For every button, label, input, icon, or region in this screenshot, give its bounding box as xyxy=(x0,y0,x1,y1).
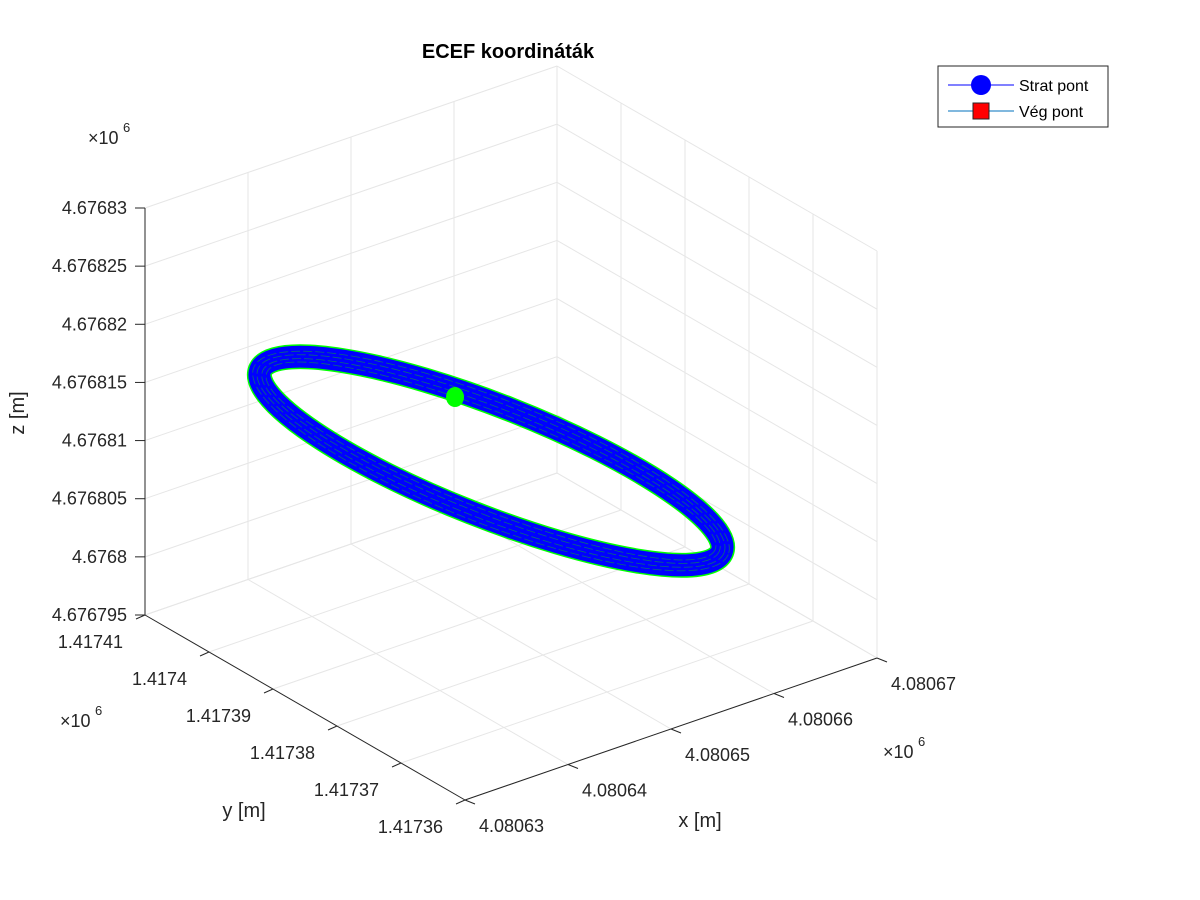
grid-line-y xyxy=(272,546,686,690)
y-tick-mark xyxy=(263,688,274,694)
grid-line-z xyxy=(556,239,878,426)
x-tick-label: 4.08065 xyxy=(685,745,750,765)
grid-line-z xyxy=(556,298,878,485)
trajectory-track xyxy=(265,361,717,561)
z-axis-label: z [m] xyxy=(7,391,29,434)
x-tick-mark xyxy=(567,764,579,769)
grid-lines xyxy=(144,65,878,801)
x-tick-mark xyxy=(464,799,476,805)
trajectory-band xyxy=(248,345,734,577)
y-tick-mark xyxy=(455,799,466,805)
x-axis-label: x [m] xyxy=(678,810,721,832)
grid-line-y xyxy=(144,472,558,616)
x-multiplier: ×10 6 xyxy=(883,734,925,762)
y-multiplier: ×10 6 xyxy=(60,703,102,731)
y-tick-mark xyxy=(327,725,338,731)
legend-label-start: Strat pont xyxy=(1019,78,1089,95)
grid-line-x xyxy=(350,543,672,730)
trajectory-track xyxy=(256,354,726,568)
grid-line-z xyxy=(556,181,878,368)
grid-line-z xyxy=(556,123,878,310)
x-tick-label: 4.08066 xyxy=(788,710,853,730)
legend: Strat pont Vég pont xyxy=(937,65,1109,128)
grid-line-x xyxy=(247,579,569,765)
x-tick-mark xyxy=(670,728,682,734)
y-tick-label: 1.41738 xyxy=(250,743,315,763)
z-tick-label: 4.676805 xyxy=(52,489,127,509)
grid-line-z xyxy=(556,356,878,543)
z-multiplier-base: ×10 xyxy=(88,128,119,148)
x-tick-label: 4.08064 xyxy=(582,781,647,801)
start-point-marker xyxy=(446,387,464,407)
x-tick-mark xyxy=(773,693,785,698)
z-tick-label: 4.676815 xyxy=(52,372,127,392)
axes xyxy=(135,207,888,805)
x-tick-label: 4.08063 xyxy=(479,816,544,836)
z-multiplier: ×10 6 xyxy=(88,120,130,148)
legend-marker-end xyxy=(972,102,990,120)
y-tick-label: 1.41736 xyxy=(378,817,443,837)
z-tick-label: 4.67682 xyxy=(62,314,127,334)
trajectory-track xyxy=(261,358,721,564)
y-multiplier-base: ×10 xyxy=(60,711,91,731)
y-axis-line xyxy=(144,614,466,801)
tick-labels: 4.676795 4.6768 4.676805 4.67681 4.676815 4.6… xyxy=(52,198,956,837)
chart-title: ECEF koordináták xyxy=(422,41,595,63)
legend-box xyxy=(937,65,1109,128)
legend-marker-start xyxy=(971,75,991,95)
y-axis-label: y [m] xyxy=(222,800,265,822)
trajectory-track xyxy=(252,350,730,572)
grid-line-y xyxy=(400,620,814,764)
y-tick-label: 1.41741 xyxy=(58,632,123,652)
z-tick-label: 4.6768 xyxy=(72,547,127,567)
x-tick-mark xyxy=(876,657,888,663)
z-tick-label: 4.67681 xyxy=(62,431,127,451)
y-tick-mark xyxy=(135,614,146,620)
z-tick-label: 4.67683 xyxy=(62,198,127,218)
grid-line-z xyxy=(556,65,878,252)
y-tick-label: 1.4174 xyxy=(132,669,187,689)
y-tick-mark xyxy=(199,651,210,657)
legend-label-end: Vég pont xyxy=(1019,104,1084,121)
z-multiplier-exp: 6 xyxy=(123,120,130,135)
y-tick-mark xyxy=(391,762,402,768)
y-multiplier-exp: 6 xyxy=(95,703,102,718)
trajectory xyxy=(246,344,736,578)
grid-line-y xyxy=(336,583,750,727)
x-multiplier-base: ×10 xyxy=(883,742,914,762)
y-tick-label: 1.41737 xyxy=(314,780,379,800)
y-tick-label: 1.41739 xyxy=(186,706,251,726)
grid-line-x xyxy=(453,508,775,694)
z-tick-label: 4.676825 xyxy=(52,256,127,276)
z-tick-label: 4.676795 xyxy=(52,605,127,625)
x-multiplier-exp: 6 xyxy=(918,734,925,749)
x-tick-label: 4.08067 xyxy=(891,674,956,694)
